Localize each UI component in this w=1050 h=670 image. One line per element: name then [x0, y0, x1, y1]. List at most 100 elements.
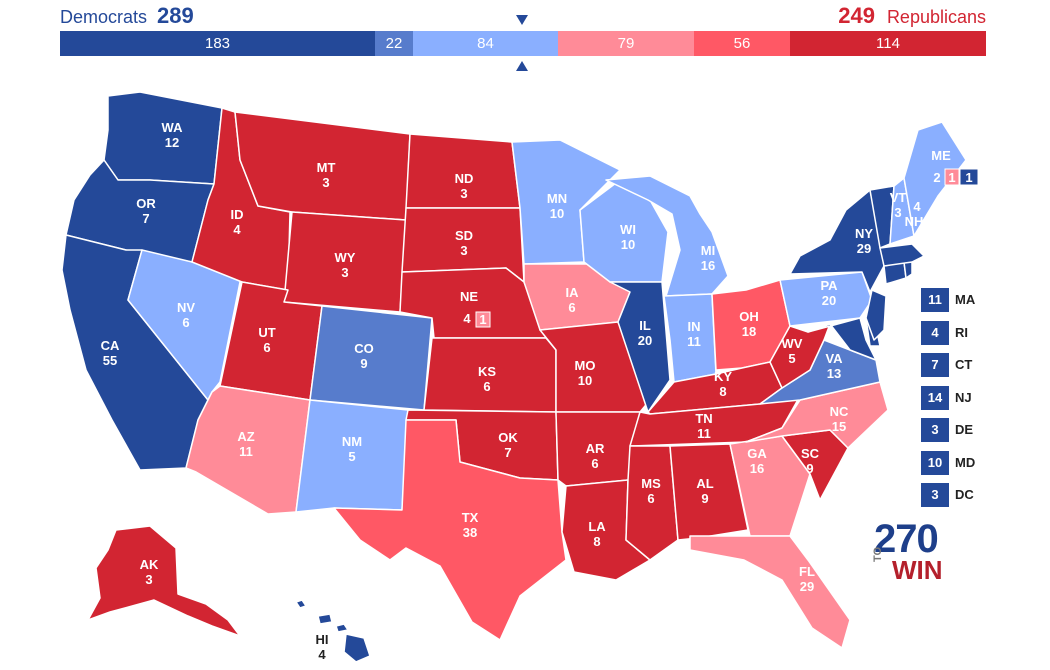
ev-TX: 38 — [463, 525, 477, 540]
state-MD[interactable] — [807, 317, 877, 361]
bar-segment: 56 — [694, 31, 790, 56]
ev-NV: 6 — [182, 315, 189, 330]
label-NV: NV — [177, 300, 195, 315]
ev-NC: 15 — [832, 419, 846, 434]
ev-ME-district-1: 1 — [948, 170, 955, 185]
state-CO[interactable] — [309, 305, 433, 411]
state-FL[interactable] — [689, 535, 851, 649]
ev-CA: 55 — [103, 353, 117, 368]
ev-WI: 10 — [621, 237, 635, 252]
label-MO: MO — [575, 358, 596, 373]
ev-WA: 12 — [165, 135, 179, 150]
small-state-abbr: DC — [955, 487, 974, 502]
ev-TN: 11 — [697, 426, 711, 441]
state-MI[interactable] — [605, 175, 729, 297]
ev-WV: 5 — [788, 351, 795, 366]
ev-IL: 20 — [638, 333, 652, 348]
label-WV: WV — [782, 336, 803, 351]
label-FL: FL — [799, 564, 815, 579]
label-IL: IL — [639, 318, 651, 333]
label-TX: TX — [462, 510, 479, 525]
ev-MO: 10 — [578, 373, 592, 388]
logo-to: TO — [872, 546, 884, 562]
label-AL: AL — [696, 476, 713, 491]
label-CO: CO — [354, 341, 374, 356]
nebraska-district-box[interactable]: 1 — [475, 311, 491, 328]
ev-HI: 4 — [318, 647, 326, 662]
small-state-abbr: NJ — [955, 389, 972, 405]
republicans-label: Republicans — [886, 7, 986, 27]
label-IA: IA — [566, 285, 580, 300]
ev-OK: 7 — [504, 445, 511, 460]
state-TX[interactable] — [333, 419, 567, 641]
label-SD: SD — [455, 228, 473, 243]
small-state-ev: 14 — [921, 385, 949, 410]
state-ME[interactable] — [903, 121, 967, 237]
ev-AR: 6 — [591, 456, 598, 471]
label-OH: OH — [739, 309, 759, 324]
state-labels: WA 12 OR 7 CA 55 NV 6 ID 4 MT 3 WY 3 UT … — [101, 120, 951, 662]
democrats-label: Democrats — [60, 7, 148, 27]
label-AZ: AZ — [237, 429, 254, 444]
label-OR: OR — [136, 196, 156, 211]
ev-ND: 3 — [460, 186, 467, 201]
label-WA: WA — [162, 120, 184, 135]
state-RI[interactable] — [903, 261, 913, 279]
ev-MI: 16 — [701, 258, 715, 273]
bar-segment: 114 — [790, 31, 986, 56]
state-NC[interactable] — [745, 381, 889, 449]
state-NJ[interactable] — [865, 289, 887, 341]
state-AK[interactable] — [87, 525, 241, 637]
state-WV[interactable] — [769, 323, 831, 389]
270towin-logo: 270 TO WIN — [872, 518, 952, 584]
label-TN: TN — [695, 411, 712, 426]
ev-OH: 18 — [742, 324, 756, 339]
label-HI: HI — [316, 632, 329, 647]
label-OK: OK — [498, 430, 518, 445]
label-ID: ID — [231, 207, 244, 222]
ev-NE: 4 — [463, 311, 471, 326]
democrats-electoral-votes: 289 — [157, 3, 194, 28]
ev-AL: 9 — [701, 491, 708, 506]
ev-GA: 16 — [750, 461, 764, 476]
bar-segment: 183 — [60, 31, 375, 56]
small-state-abbr: MA — [955, 292, 976, 307]
label-NM: NM — [342, 434, 362, 449]
label-AR: AR — [586, 441, 605, 456]
state-PA[interactable] — [779, 271, 873, 327]
label-LA: LA — [588, 519, 606, 534]
electoral-vote-bar: 183 22 84 79 56 114 — [60, 31, 986, 56]
ev-VA: 13 — [827, 366, 841, 381]
ev-ME-district-2: 1 — [965, 170, 972, 185]
label-MT: MT — [317, 160, 336, 175]
ev-CO: 9 — [360, 356, 367, 371]
label-NE: NE — [460, 289, 478, 304]
maine-district-boxes[interactable]: 1 1 — [944, 168, 979, 186]
bar-segment: 22 — [375, 31, 413, 56]
label-ME: ME — [931, 148, 951, 163]
label-VA: VA — [825, 351, 843, 366]
state-MA[interactable] — [879, 243, 925, 267]
state-WA[interactable] — [103, 91, 223, 185]
republicans-total: 249 Republicans — [838, 4, 986, 29]
label-AK: AK — [140, 557, 159, 572]
label-MI: MI — [701, 243, 715, 258]
ev-IA: 6 — [568, 300, 575, 315]
logo-number: 270 — [874, 517, 939, 561]
ev-KS: 6 — [483, 379, 490, 394]
small-state-ev: 10 — [921, 450, 949, 475]
ev-NH: 4 — [913, 199, 921, 214]
ev-IN: 11 — [687, 334, 701, 349]
state-AL[interactable] — [669, 443, 749, 541]
ev-KY: 8 — [719, 384, 726, 399]
ev-NY: 29 — [857, 241, 871, 256]
small-state-ev: 3 — [921, 418, 949, 442]
small-state-ev: 11 — [921, 288, 949, 312]
270-marker-top-icon — [516, 15, 528, 25]
label-ND: ND — [455, 171, 474, 186]
state-HI[interactable] — [295, 599, 371, 663]
ev-ME: 2 — [933, 170, 940, 185]
ev-UT: 6 — [263, 340, 270, 355]
small-state-abbr: CT — [955, 357, 973, 372]
